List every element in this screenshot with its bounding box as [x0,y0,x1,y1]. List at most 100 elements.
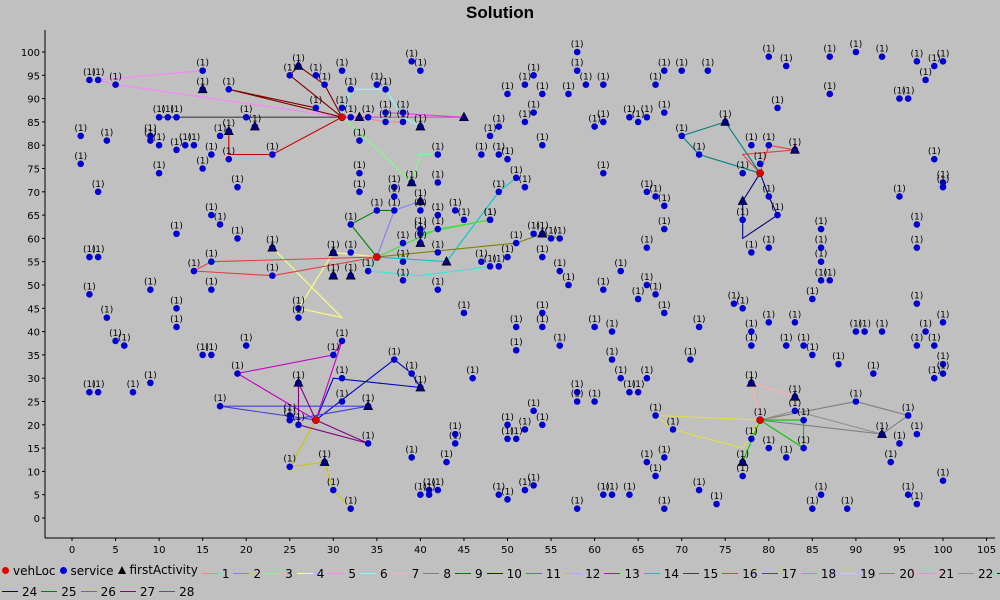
service-label: (1) [83,68,96,78]
service-label: (1) [745,320,758,330]
service-point [112,81,119,88]
service-label: (1) [928,334,941,344]
service-label: (1) [344,240,357,250]
legend-label: 4 [316,566,325,581]
service-label: (1) [231,362,244,372]
service-label: (1) [449,431,462,441]
service-point [112,337,119,345]
service-point [765,193,773,200]
service-label: (1) [667,417,680,427]
service-point [173,305,180,312]
service-point [652,193,659,200]
service-label: (1) [745,371,758,381]
service-point [399,118,407,126]
service-point [547,235,555,242]
y-tick-label: 45 [27,304,40,315]
first-activity-marker [328,246,339,257]
first-activity-marker [345,270,356,280]
service-label: (1) [144,129,157,139]
y-tick-label: 10 [27,467,40,478]
service-label: (1) [327,478,340,488]
service-point [826,277,834,284]
service-label: (1) [580,73,593,83]
service-point [608,356,616,363]
service-label: (1) [893,184,906,194]
service-point [930,342,938,349]
service-label: (1) [414,483,427,493]
service-point [660,225,668,233]
legend-swatch [604,573,621,574]
x-tick-label: 100 [933,545,952,556]
service-point [451,430,459,438]
service-label: (1) [283,63,296,73]
service-point [800,444,807,452]
service-label: (1) [606,348,619,358]
service-label: (1) [762,310,775,320]
service-point [495,188,503,196]
service-point [390,183,398,191]
legend-label: 11 [545,566,562,581]
service-point [930,374,938,382]
service-label: (1) [501,147,514,157]
service-label: (1) [492,115,505,125]
legend-label: 28 [179,584,195,599]
service-point [600,118,607,126]
service-label: (1) [222,147,235,157]
service-point [338,398,346,405]
service-point [399,109,407,116]
service-point [173,146,180,154]
service-label: (1) [597,161,610,171]
legend-item-7: 7 [391,566,420,582]
service-point [208,351,215,359]
service-point [817,225,825,233]
service-label: (1) [353,129,366,139]
service-point [695,151,703,158]
service-point [730,300,738,307]
service-label: (1) [118,334,131,344]
legend-item-service: service [59,563,114,579]
service-label: (1) [336,366,349,376]
service-point [495,491,503,499]
first-activity-marker [737,195,748,205]
service-label: (1) [815,217,828,227]
x-tick-label: 40 [414,545,427,556]
service-label: (1) [484,208,497,218]
service-label: (1) [745,133,758,143]
service-point [382,118,389,126]
service-label: (1) [806,287,819,297]
service-label: (1) [858,320,871,330]
service-point [652,81,659,88]
legend-label: 26 [100,584,116,599]
service-label: (1) [519,110,532,120]
y-tick-label: 65 [27,211,40,222]
service-label: (1) [475,250,488,260]
service-point [539,309,546,317]
x-tick-label: 30 [327,545,340,556]
legend-swatch [525,573,542,574]
legend-item-15: 15 [683,566,718,582]
service-label: (1) [597,278,610,288]
service-label: (1) [597,110,610,120]
legend-label: 6 [380,566,388,581]
service-point [748,435,755,443]
service-label: (1) [789,310,802,320]
service-point [652,291,659,298]
legend-swatch [233,573,250,574]
legend-label: 7 [411,566,420,581]
service-label: (1) [397,101,410,111]
legend-swatch [918,573,935,574]
service-point [504,496,511,503]
service-label: (1) [484,254,497,264]
service-label: (1) [458,208,471,218]
service-label: (1) [736,208,749,218]
x-tick-label: 60 [588,545,601,556]
service-point [312,72,320,79]
legend-item-24: 24 [2,584,37,600]
service-point [634,118,642,126]
service-point [460,216,468,224]
legend-swatch [296,573,313,574]
point-labels-layer: (1) (1) (1) (1) (1) (1) (1) (1) (1) (1) (1) (1) (1) (… [74,40,949,507]
service-point [155,141,163,149]
service-point [591,123,598,130]
service-point [286,463,294,471]
